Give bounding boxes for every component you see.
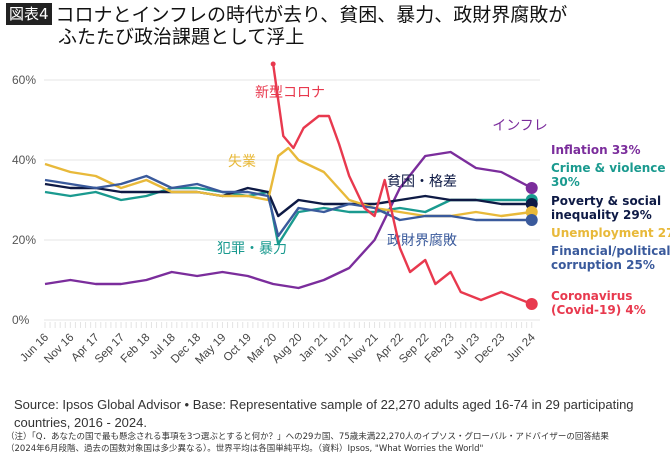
y-tick-label: 0%: [12, 313, 30, 327]
chart-title: 図表4 コロナとインフレの時代が去り、貧困、暴力、政財界腐敗が ふたたび政治課題と…: [6, 3, 567, 48]
y-tick-label: 60%: [12, 73, 36, 87]
title-line-2: ふたたび政治課題として浮上: [58, 26, 305, 48]
x-tick-label: Feb 18: [119, 332, 153, 366]
series-end-marker: [525, 214, 538, 226]
legend-label: Coronavirus (Covid-19) 4%: [551, 289, 646, 317]
series-line: [271, 63, 533, 306]
footnote-line-1: （注）「Q．あなたの国で最も懸念される事項を3つ選ぶとすると何か？」への29カ国…: [6, 432, 609, 442]
series-annotation: 貧困・格差: [387, 174, 457, 190]
series-line: [44, 186, 532, 246]
footnote-line-2: （2024年6月段階、過去の国数対象国は多少異なる）。世界平均は各国単純平均。（…: [6, 444, 484, 454]
series-start-marker: [270, 61, 276, 67]
series-annotation: 政財界腐敗: [387, 232, 457, 249]
series-annotation: 新型コロナ: [255, 85, 325, 101]
y-tick-label: 40%: [12, 153, 36, 167]
x-tick-label: Jun 24: [505, 331, 538, 364]
series-end-marker: [525, 298, 538, 310]
title-line-1: コロナとインフレの時代が去り、貧困、暴力、政財界腐敗が: [55, 4, 568, 26]
legend-label: Financial/political corruption 25%: [551, 244, 670, 272]
series-end-marker: [525, 182, 538, 194]
series-annotation: 失業: [228, 154, 256, 170]
figure-badge: 図表4: [6, 3, 52, 25]
y-tick-label: 20%: [12, 233, 36, 247]
footnote: （注）「Q．あなたの国で最も懸念される事項を3つ選ぶとすると何か？」への29カ国…: [6, 431, 666, 455]
x-tick-label: Feb 23: [423, 332, 457, 366]
legend-label: Poverty & social inequality 29%: [551, 194, 661, 222]
source-text: Source: Ipsos Global Advisor • Base: Rep…: [14, 397, 634, 430]
series-annotation: インフレ: [492, 118, 548, 134]
series-line: [44, 174, 532, 238]
legend-label: Unemployment 27: [551, 226, 670, 240]
series-line: [44, 150, 533, 290]
legend-label: Crime & violence 30%: [551, 161, 666, 189]
series-line: [44, 182, 532, 218]
legend-label: Inflation 33%: [551, 143, 641, 157]
series-annotation: 犯罪・暴力: [217, 241, 287, 257]
